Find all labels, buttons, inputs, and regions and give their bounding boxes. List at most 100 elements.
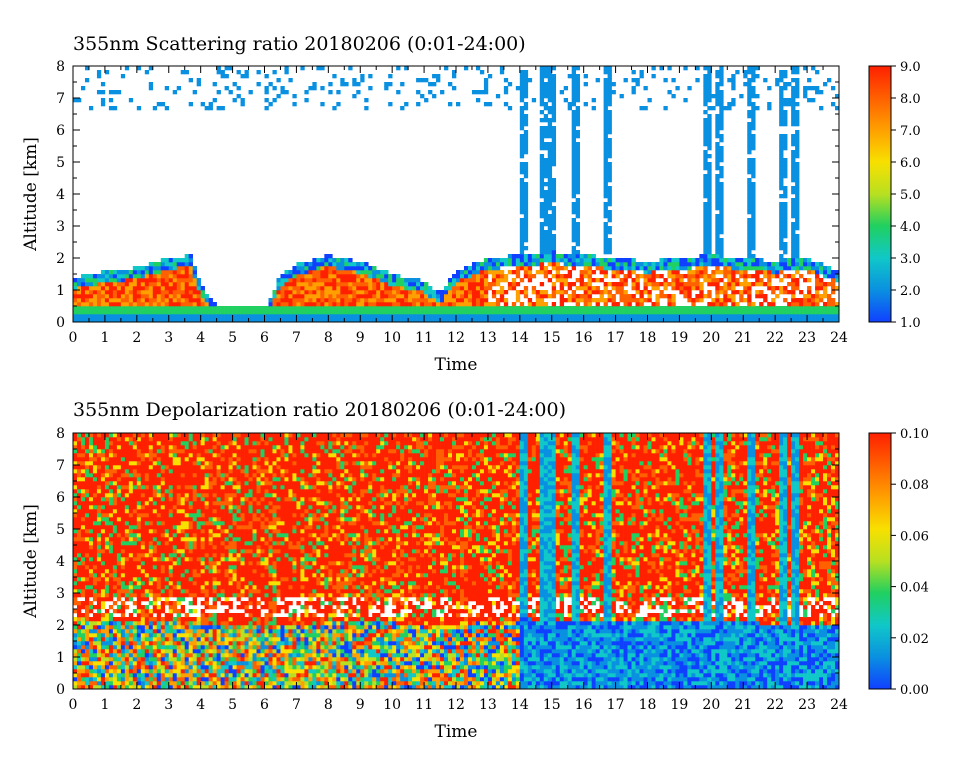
heatmap-cell	[96, 669, 102, 674]
heatmap-cell	[691, 310, 696, 315]
heatmap-cell	[104, 661, 110, 666]
heatmap-cell	[140, 517, 146, 522]
heatmap-cell	[551, 258, 557, 263]
heatmap-cell	[172, 298, 178, 303]
heatmap-cell	[539, 102, 545, 107]
heatmap-cell	[92, 649, 98, 654]
heatmap-cell	[384, 314, 389, 319]
heatmap-cell	[80, 645, 86, 650]
heatmap-cell	[687, 298, 692, 303]
heatmap-cell	[779, 98, 784, 103]
heatmap-cell	[783, 286, 788, 291]
heatmap-cell	[683, 306, 688, 311]
heatmap-cell	[599, 294, 604, 299]
heatmap-cell	[483, 270, 489, 275]
heatmap-cell	[607, 146, 612, 151]
heatmap-cell	[643, 278, 648, 283]
x-tick-label: 19	[671, 330, 689, 346]
heatmap-cell	[356, 298, 361, 303]
heatmap-cell	[507, 270, 513, 275]
heatmap-cell	[292, 294, 297, 299]
heatmap-cell	[707, 70, 712, 75]
heatmap-cell	[136, 609, 142, 614]
heatmap-cell	[727, 286, 732, 291]
heatmap-cell	[767, 306, 772, 311]
heatmap-cell	[751, 214, 756, 219]
heatmap-cell	[747, 130, 752, 135]
heatmap-cell	[547, 254, 553, 259]
heatmap-cell	[148, 649, 154, 654]
heatmap-cell	[715, 262, 720, 267]
heatmap-cell	[196, 306, 201, 311]
heatmap-cell	[132, 641, 138, 646]
heatmap-cell	[140, 497, 146, 502]
heatmap-cell	[384, 282, 389, 287]
heatmap-cell	[623, 314, 628, 319]
heatmap-cell	[647, 278, 652, 283]
heatmap-cell	[144, 661, 150, 666]
heatmap-cell	[73, 669, 78, 674]
heatmap-cell	[523, 286, 529, 291]
heatmap-cell	[479, 314, 485, 319]
heatmap-cell	[543, 246, 549, 251]
heatmap-cell	[140, 437, 146, 442]
heatmap-cell	[783, 310, 788, 315]
heatmap-cell	[611, 90, 616, 95]
heatmap-cell	[88, 637, 94, 642]
heatmap-cell	[519, 246, 525, 251]
heatmap-cell	[152, 481, 158, 486]
heatmap-cell	[611, 302, 616, 307]
heatmap-cell	[715, 282, 720, 287]
heatmap-cell	[539, 130, 545, 135]
heatmap-cell	[751, 78, 756, 83]
heatmap-cell	[635, 282, 640, 287]
heatmap-cell	[463, 66, 469, 71]
heatmap-cell	[152, 581, 158, 586]
heatmap-cell	[659, 318, 664, 323]
heatmap-cell	[112, 669, 118, 674]
heatmap-cell	[108, 553, 114, 558]
heatmap-cell	[128, 437, 134, 442]
heatmap-cell	[384, 270, 389, 275]
heatmap-cell	[144, 609, 150, 614]
heatmap-cell	[92, 573, 98, 578]
heatmap-cell	[80, 669, 86, 674]
heatmap-cell	[116, 649, 122, 654]
heatmap-cell	[84, 78, 90, 83]
heatmap-cell	[607, 282, 612, 287]
heatmap-cell	[703, 206, 708, 211]
heatmap-cell	[575, 210, 580, 215]
heatmap-cell	[831, 278, 836, 283]
heatmap-cell	[611, 270, 616, 275]
heatmap-cell	[192, 290, 197, 295]
heatmap-cell	[671, 310, 676, 315]
heatmap-cell	[535, 258, 541, 263]
heatmap-cell	[408, 294, 413, 299]
heatmap-cell	[495, 274, 501, 279]
heatmap-cell	[595, 286, 600, 291]
heatmap-cell	[791, 70, 796, 75]
heatmap-cell	[188, 306, 193, 311]
heatmap-cell	[408, 286, 413, 291]
heatmap-cell	[707, 142, 712, 147]
heatmap-cell	[719, 134, 724, 139]
heatmap-cell	[487, 286, 493, 291]
heatmap-cell	[128, 453, 134, 458]
heatmap-cell	[519, 206, 525, 211]
heatmap-cell	[112, 545, 118, 550]
heatmap-cell	[272, 306, 277, 311]
heatmap-cell	[73, 573, 78, 578]
heatmap-cell	[815, 294, 820, 299]
heatmap-cell	[759, 318, 764, 323]
heatmap-cell	[503, 258, 509, 263]
heatmap-cell	[448, 310, 453, 315]
heatmap-cell	[73, 445, 78, 450]
heatmap-cell	[132, 593, 138, 598]
heatmap-cell	[324, 302, 329, 307]
heatmap-cell	[84, 641, 90, 646]
heatmap-cell	[80, 286, 86, 291]
heatmap-cell	[108, 473, 114, 478]
heatmap-cell	[775, 274, 780, 279]
heatmap-cell	[112, 585, 118, 590]
heatmap-cell	[503, 314, 509, 319]
